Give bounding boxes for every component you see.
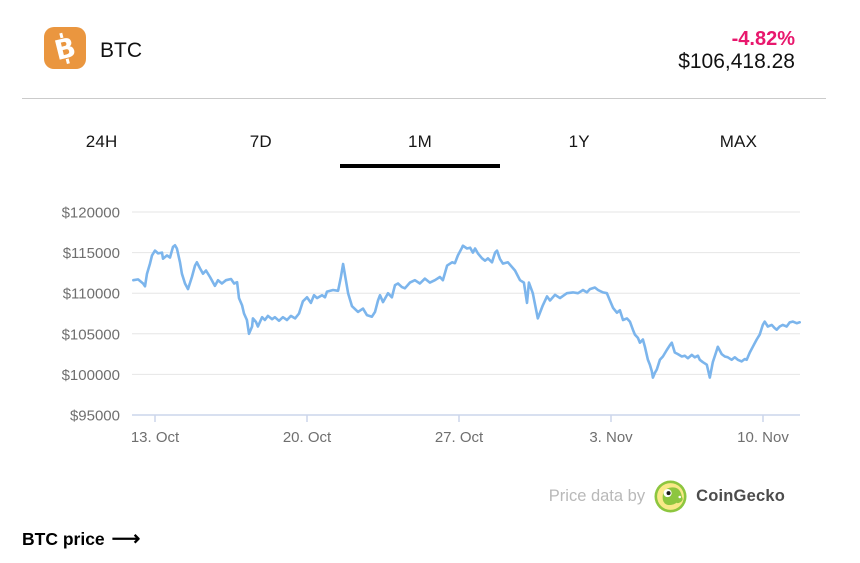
x-axis-label: 10. Nov xyxy=(737,429,789,446)
y-axis-label: $115000 xyxy=(63,245,120,262)
price-chart-svg: $120000 $115000 $110000 $105000 $100000 $9500… xyxy=(62,205,802,446)
x-axis-label: 3. Nov xyxy=(589,429,633,446)
coin-symbol: BTC xyxy=(100,39,142,62)
range-tabs: 24H 7D 1M 1Y MAX xyxy=(22,118,818,168)
tab-1m[interactable]: 1M xyxy=(340,118,500,168)
x-axis-label: 20. Oct xyxy=(283,429,332,446)
tab-7d[interactable]: 7D xyxy=(249,132,272,151)
price-chart[interactable]: $120000 $115000 $110000 $105000 $100000 $9500… xyxy=(0,178,860,468)
coingecko-wordmark[interactable]: CoinGecko xyxy=(696,486,785,505)
coin-price: $106,418.28 xyxy=(678,50,795,73)
btc-price-caption: BTC price ⟶ xyxy=(22,527,140,552)
right-arrow-icon: ⟶ xyxy=(111,528,141,550)
tab-24h[interactable]: 24H xyxy=(85,132,118,151)
attribution-text: Price data by xyxy=(548,486,646,505)
bitcoin-icon: B xyxy=(44,27,86,69)
attribution: Price data by CoinGecko xyxy=(549,479,785,513)
price-change-percent: -4.82% xyxy=(731,28,795,50)
header-divider xyxy=(22,98,826,99)
tab-max[interactable]: MAX xyxy=(719,132,758,151)
price-line[interactable] xyxy=(132,244,802,379)
tab-1y[interactable]: 1Y xyxy=(568,132,590,151)
caption-text: BTC price xyxy=(22,529,105,549)
y-axis-label: $95000 xyxy=(70,408,120,425)
x-axis-label: 27. Oct xyxy=(435,429,484,446)
y-axis-label: $110000 xyxy=(63,286,120,303)
y-axis-label: $105000 xyxy=(62,326,120,343)
price-block: -4.82% $106,418.28 xyxy=(678,28,795,74)
x-axis-label: 13. Oct xyxy=(131,429,180,446)
y-axis-label: $120000 xyxy=(62,205,120,222)
y-axis-label: $100000 xyxy=(62,367,120,384)
coingecko-logo-icon[interactable] xyxy=(654,479,687,513)
